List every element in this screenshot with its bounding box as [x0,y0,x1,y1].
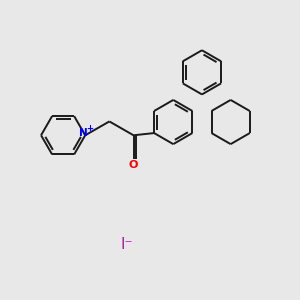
Text: +: + [86,124,93,133]
Text: I⁻: I⁻ [120,237,133,252]
Text: O: O [129,160,138,170]
Text: N: N [80,128,88,138]
